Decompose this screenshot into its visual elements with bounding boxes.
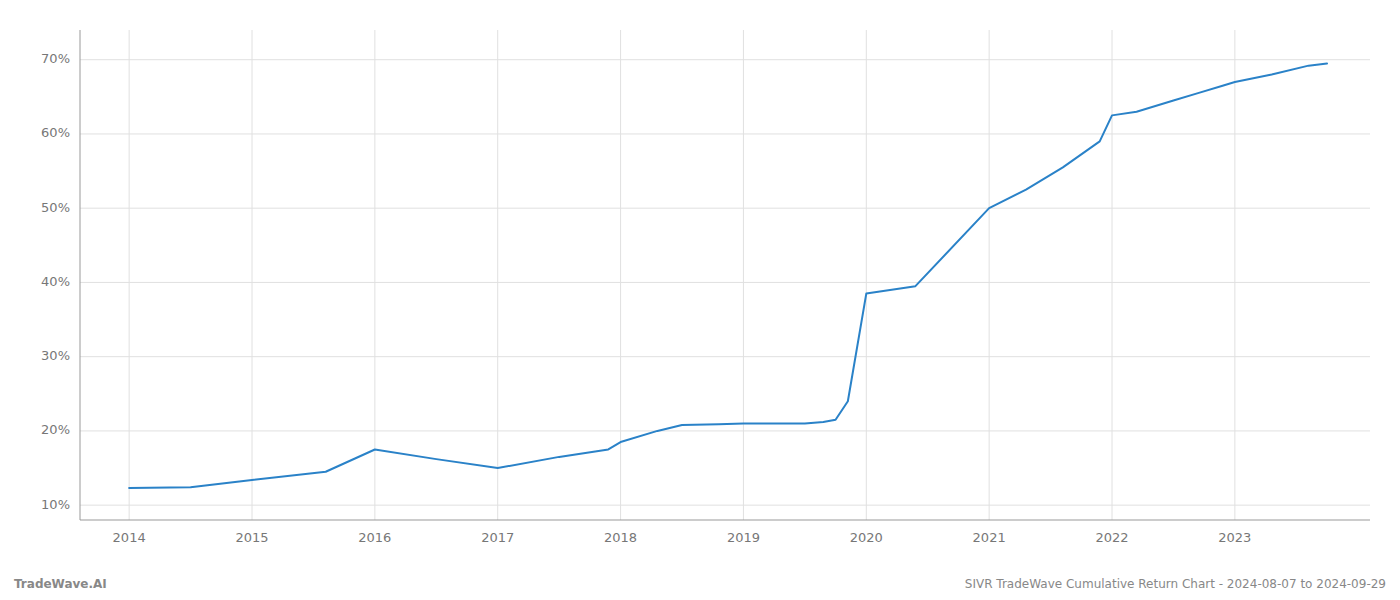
x-grid-line xyxy=(620,30,621,520)
y-grid-line xyxy=(80,505,1370,506)
x-grid-line xyxy=(252,30,253,520)
y-grid-line xyxy=(80,59,1370,60)
footer-right: SIVR TradeWave Cumulative Return Chart -… xyxy=(965,577,1386,591)
x-tick-label: 2016 xyxy=(358,530,391,545)
x-axis-line xyxy=(80,520,1370,521)
x-grid-line xyxy=(866,30,867,520)
y-tick-label: 70% xyxy=(41,51,70,66)
x-tick-label: 2018 xyxy=(604,530,637,545)
chart-svg: 10% 20% 30% 40% 50% 60% 70% 2014 2015 2016 2017 201… xyxy=(0,0,1400,600)
grid xyxy=(80,30,1370,520)
x-grid-line xyxy=(497,30,498,520)
y-grid-line xyxy=(80,282,1370,283)
x-tick-label: 2022 xyxy=(1095,530,1128,545)
x-grid-line xyxy=(1234,30,1235,520)
y-tick-label: 30% xyxy=(41,348,70,363)
y-tick-label: 10% xyxy=(41,497,70,512)
y-tick-label: 40% xyxy=(41,274,70,289)
x-tick-label: 2017 xyxy=(481,530,514,545)
chart-container: 10% 20% 30% 40% 50% 60% 70% 2014 2015 2016 2017 201… xyxy=(0,0,1400,600)
x-tick-label: 2023 xyxy=(1218,530,1251,545)
x-grid-line xyxy=(129,30,130,520)
line-series xyxy=(129,63,1327,488)
x-grid-line xyxy=(989,30,990,520)
x-grid-line xyxy=(743,30,744,520)
x-tick-label: 2020 xyxy=(850,530,883,545)
x-tick-label: 2014 xyxy=(113,530,146,545)
x-tick-label: 2015 xyxy=(235,530,268,545)
x-grid-line xyxy=(1112,30,1113,520)
y-grid-line xyxy=(80,208,1370,209)
x-grid-line xyxy=(374,30,375,520)
series-group xyxy=(129,63,1327,488)
y-tick-label: 60% xyxy=(41,125,70,140)
y-tick-label: 20% xyxy=(41,422,70,437)
background xyxy=(0,0,1400,600)
y-grid-line xyxy=(80,133,1370,134)
x-tick-label: 2019 xyxy=(727,530,760,545)
y-grid-line xyxy=(80,430,1370,431)
y-tick-label: 50% xyxy=(41,200,70,215)
tick-labels: 10% 20% 30% 40% 50% 60% 70% 2014 2015 2016 2017 201… xyxy=(41,51,1251,545)
y-axis-line xyxy=(80,30,81,520)
x-tick-label: 2021 xyxy=(973,530,1006,545)
footer-left: TradeWave.AI xyxy=(14,577,107,591)
y-grid-line xyxy=(80,356,1370,357)
